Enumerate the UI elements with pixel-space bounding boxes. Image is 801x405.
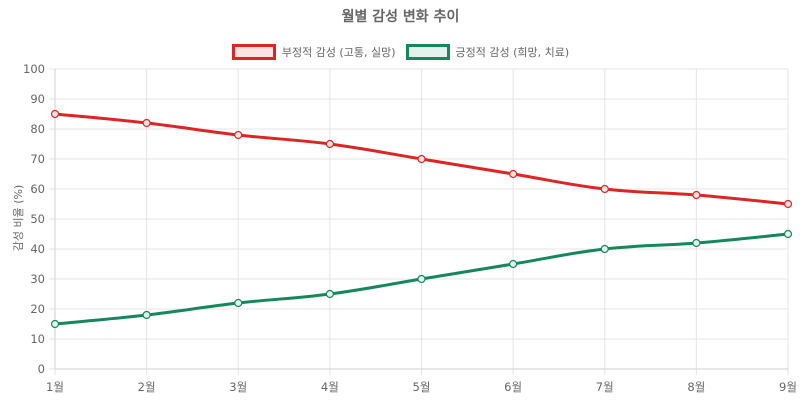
x-tick-label: 2월: [138, 380, 156, 394]
x-tick-label: 3월: [229, 380, 247, 394]
chart-title: 월별 감성 변화 추이: [341, 9, 460, 25]
data-point[interactable]: [509, 169, 518, 179]
legend-swatch-negative: [231, 44, 276, 60]
data-point[interactable]: [417, 154, 426, 164]
y-tick-label: 30: [30, 272, 45, 286]
data-point[interactable]: [692, 190, 701, 200]
x-tick-label: 9월: [779, 380, 797, 394]
data-point[interactable]: [50, 109, 60, 119]
legend-swatch-positive: [405, 44, 450, 60]
x-tick-label: 4월: [321, 380, 339, 394]
y-tick-label: 0: [38, 362, 45, 376]
legend-item-negative[interactable]: 부정적 감성 (고통, 실망): [231, 44, 396, 60]
legend-label-positive: 긍정적 감성 (희망, 치료): [455, 46, 570, 59]
x-tick-label: 1월: [46, 380, 64, 394]
data-point[interactable]: [783, 229, 793, 239]
x-tick-label: 5월: [413, 380, 431, 394]
y-tick-label: 40: [30, 242, 45, 256]
y-tick-label: 90: [30, 92, 45, 106]
data-point[interactable]: [509, 259, 518, 269]
data-point[interactable]: [325, 139, 334, 149]
data-point[interactable]: [142, 118, 151, 128]
data-point[interactable]: [325, 289, 334, 299]
data-point[interactable]: [234, 298, 243, 308]
data-point[interactable]: [234, 130, 243, 140]
data-point[interactable]: [50, 319, 60, 329]
y-tick-label: 70: [30, 152, 45, 166]
data-point[interactable]: [142, 310, 151, 320]
y-tick-label: 60: [30, 182, 45, 196]
legend-label-negative: 부정적 감성 (고통, 실망): [281, 46, 396, 59]
x-tick-label: 7월: [596, 380, 614, 394]
y-tick-label: 100: [23, 62, 45, 76]
data-point[interactable]: [783, 199, 793, 209]
data-point[interactable]: [692, 238, 701, 248]
y-tick-label: 50: [30, 212, 45, 226]
chart-legend: 부정적 감성 (고통, 실망) 긍정적 감성 (희망, 치료): [0, 44, 801, 60]
data-point[interactable]: [600, 244, 609, 254]
x-tick-label: 6월: [504, 380, 522, 394]
data-point[interactable]: [417, 274, 426, 284]
legend-item-positive[interactable]: 긍정적 감성 (희망, 치료): [405, 44, 570, 60]
x-tick-label: 8월: [687, 380, 705, 394]
y-tick-label: 20: [30, 302, 45, 316]
data-point[interactable]: [600, 184, 609, 194]
y-tick-label: 10: [30, 332, 45, 346]
y-tick-label: 80: [30, 122, 45, 136]
